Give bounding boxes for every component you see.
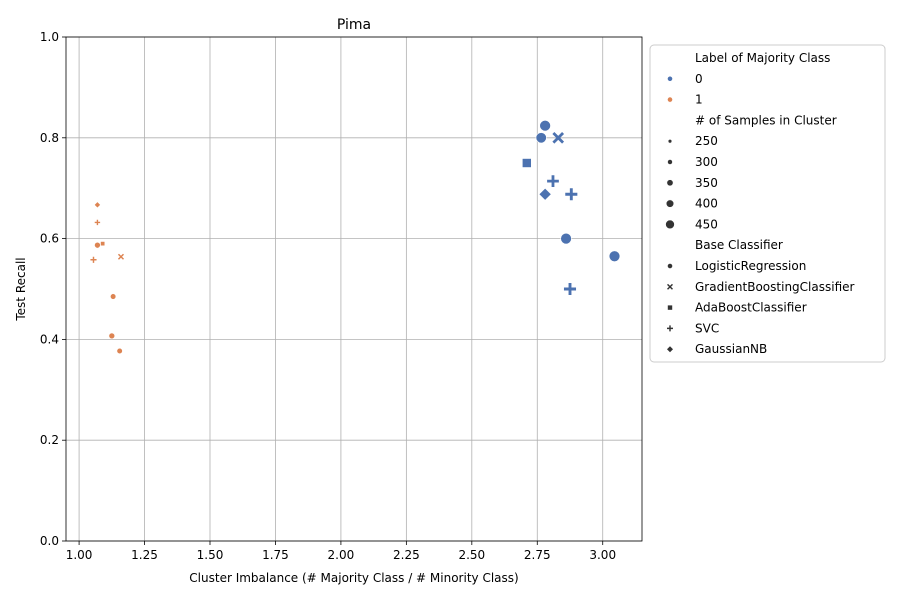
legend-style-marker — [667, 283, 673, 290]
x-axis-label: Cluster Imbalance (# Majority Class / # … — [189, 571, 518, 585]
x-tick-label: 2.25 — [393, 548, 420, 562]
legend-size-marker — [666, 179, 674, 187]
data-point — [547, 175, 559, 188]
data-point — [90, 256, 97, 263]
x-tick-label: 2.50 — [458, 548, 485, 562]
data-point — [539, 120, 551, 132]
data-point — [94, 219, 101, 226]
plot-frame — [65, 36, 643, 542]
data-point — [608, 250, 621, 262]
legend-size-marker — [665, 199, 675, 208]
x-tick-label: 1.00 — [66, 548, 93, 562]
data-point — [522, 158, 532, 168]
legend-style-label: SVC — [695, 321, 719, 335]
legend-size-label: 300 — [695, 155, 718, 169]
legend-style-label: LogisticRegression — [695, 259, 806, 273]
legend: Label of Majority Class 0 1 # of Samples in… — [649, 44, 886, 363]
legend-style-marker — [667, 305, 673, 310]
legend-style-marker — [667, 346, 673, 353]
data-point — [117, 253, 125, 260]
y-tick-label: 0.8 — [40, 131, 59, 145]
legend-size-label: 400 — [695, 197, 718, 211]
legend-style-marker — [667, 325, 673, 332]
x-tick-label: 1.25 — [131, 548, 158, 562]
legend-size-marker — [667, 139, 673, 144]
data-points — [90, 120, 621, 355]
y-tick-label: 1.0 — [40, 30, 59, 44]
x-tick-label: 3.00 — [589, 548, 616, 562]
x-tick-label: 2.00 — [328, 548, 355, 562]
data-point — [539, 188, 551, 200]
x-tick-label: 2.75 — [524, 548, 551, 562]
y-tick-label: 0.4 — [40, 332, 59, 346]
legend-hue-marker — [667, 96, 673, 103]
chart-title: Pima — [337, 17, 371, 33]
data-point — [560, 232, 572, 245]
data-point — [563, 282, 577, 296]
legend-style-label: AdaBoostClassifier — [695, 301, 807, 315]
legend-size-marker — [667, 159, 673, 165]
y-axis-label: Test Recall — [14, 257, 28, 321]
axes: 1.00 1.25 1.50 1.75 2.00 2.25 2.50 2.75 3.00 0.0 0… — [40, 30, 643, 562]
y-tick-label: 0.6 — [40, 232, 59, 246]
data-point — [100, 241, 105, 246]
legend-size-marker — [665, 219, 675, 230]
legend-hue-label: 1 — [695, 93, 703, 107]
data-point — [94, 241, 101, 249]
legend-style-title: Base Classifier — [695, 238, 783, 252]
data-point — [110, 293, 117, 300]
data-point — [565, 188, 578, 201]
legend-box — [649, 44, 886, 363]
x-tick-label: 1.75 — [262, 548, 289, 562]
data-point — [116, 347, 123, 355]
legend-size-title: # of Samples in Cluster — [695, 113, 837, 127]
legend-size-label: 250 — [695, 134, 718, 148]
legend-style-label: GradientBoostingClassifier — [695, 280, 855, 294]
legend-style-marker — [667, 263, 673, 269]
data-point — [535, 132, 547, 144]
data-point — [94, 202, 101, 208]
legend-hue-label: 0 — [695, 72, 703, 86]
y-tick-label: 0.2 — [40, 433, 59, 447]
y-tick-label: 0.0 — [40, 534, 59, 548]
legend-size-label: 450 — [695, 217, 718, 231]
data-point — [108, 332, 116, 340]
legend-hue-title: Label of Majority Class — [695, 51, 830, 65]
data-point — [552, 131, 565, 144]
x-tick-label: 1.50 — [197, 548, 224, 562]
legend-hue-marker — [667, 75, 673, 82]
legend-style-label: GaussianNB — [695, 342, 767, 356]
legend-size-label: 350 — [695, 176, 718, 190]
